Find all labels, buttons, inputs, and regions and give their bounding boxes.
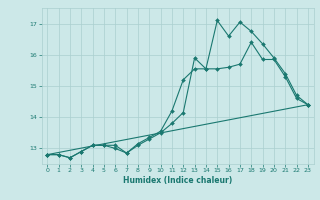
X-axis label: Humidex (Indice chaleur): Humidex (Indice chaleur) (123, 176, 232, 185)
